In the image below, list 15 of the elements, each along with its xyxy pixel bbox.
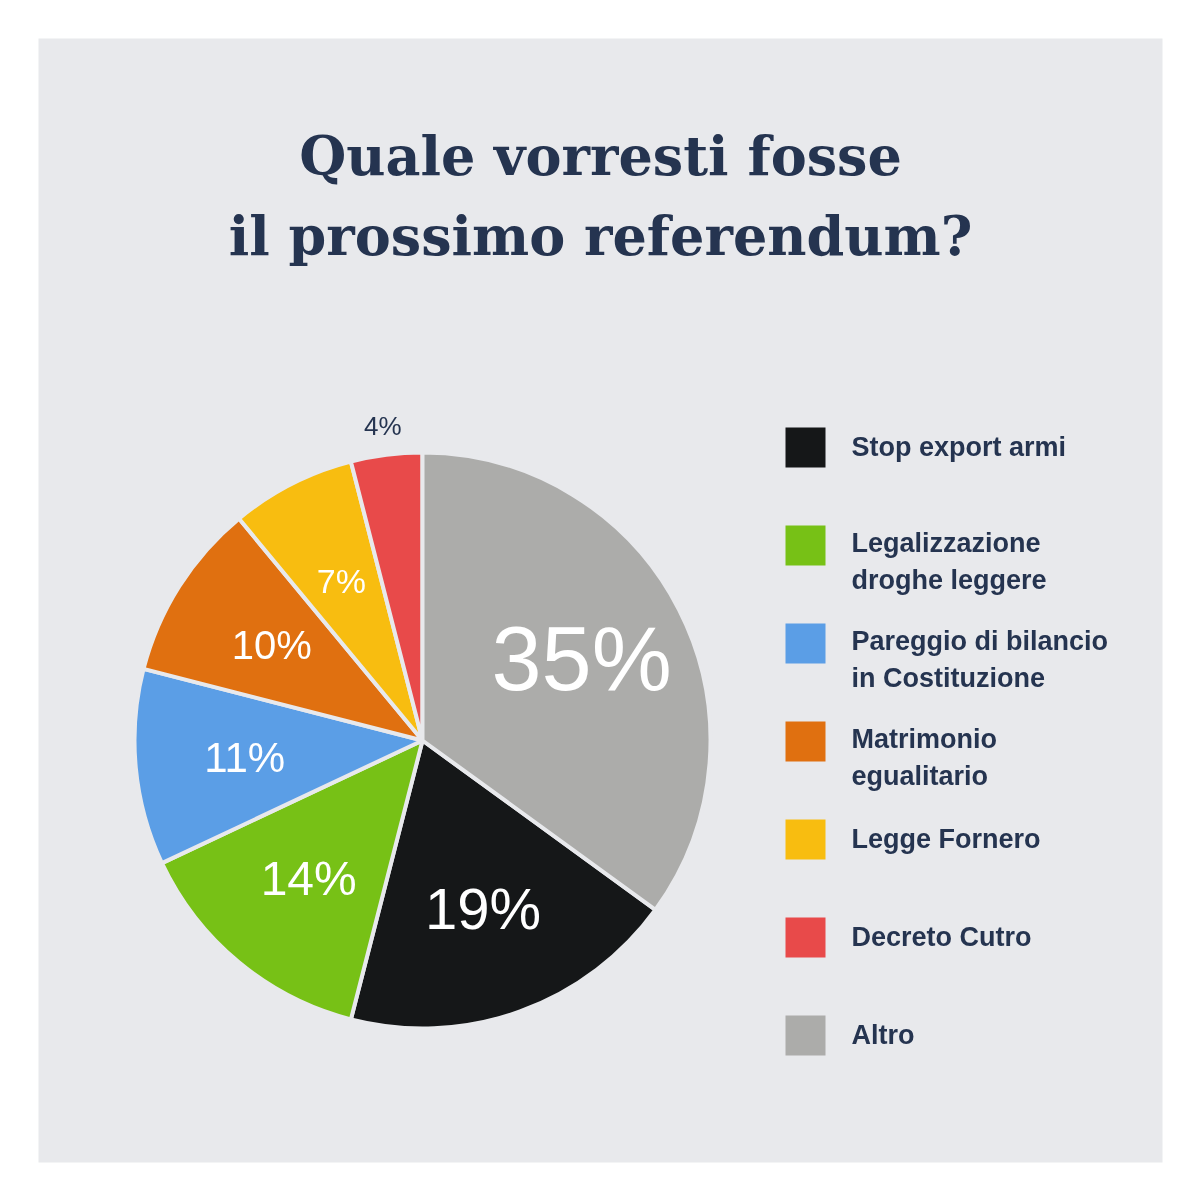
legend-label: Legge Fornero [851, 823, 1041, 854]
data-label: 11% [204, 733, 286, 781]
legend-label: Decreto Cutro [851, 921, 1032, 952]
legend-label: Matrimonio egualitario [851, 723, 997, 792]
data-label: 19% [424, 876, 542, 941]
legend-label: Legalizzazione droghe leggere [851, 527, 1047, 596]
data-label: 35% [491, 609, 672, 710]
legend-label: Altro [851, 1019, 915, 1050]
data-label: 10% [231, 622, 312, 667]
legend-label: Stop export armi [851, 431, 1067, 462]
data-label: 14% [260, 851, 357, 905]
legend-label: Pareggio di bilancio in Costituzione [851, 625, 1109, 694]
data-label: 7% [316, 562, 367, 601]
chart-title: Quale vorresti fosse il prossimo referendum? [228, 123, 973, 268]
data-label: 4% [364, 411, 402, 442]
